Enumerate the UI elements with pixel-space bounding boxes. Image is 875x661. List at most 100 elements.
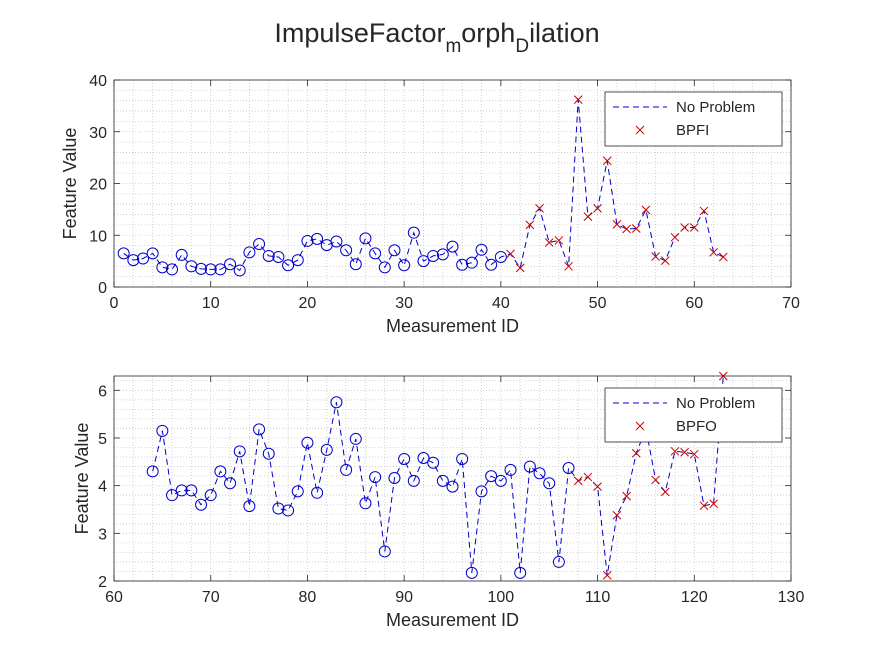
bottom-no-problem-point [195, 498, 208, 511]
bottom-series-group [146, 371, 728, 580]
bottom-x-tick-label: 70 [202, 589, 220, 606]
bottom-x-tick-label: 110 [585, 589, 611, 606]
top-y-tick-label: 40 [89, 73, 107, 90]
bottom-x-tick-label: 100 [488, 589, 515, 606]
bottom-fault-marker-stroke [651, 475, 660, 485]
bottom-legend: No Problem BPFO [604, 387, 783, 443]
top-fault-point [631, 224, 641, 233]
top-fault-point [515, 263, 525, 273]
bottom-no-problem-point [320, 443, 333, 456]
bottom-fault-marker-stroke [583, 472, 593, 482]
top-no-problem-point [369, 247, 382, 260]
top-no-problem-point [465, 256, 478, 269]
bottom-fault-marker-stroke [631, 448, 641, 458]
bottom-fault-point [709, 499, 718, 509]
bottom-no-problem-point [243, 500, 256, 513]
bottom-legend-marker-swatch [635, 421, 645, 431]
bottom-fault-point [622, 491, 631, 501]
top-no-problem-point [349, 258, 362, 271]
top-fault-marker-stroke [718, 252, 728, 262]
top-no-problem-point [398, 259, 411, 272]
title-part-end: ilation [529, 18, 600, 48]
top-fault-point [602, 156, 612, 166]
top-fault-marker-stroke [622, 224, 631, 234]
top-no-problem-point [475, 243, 488, 256]
top-no-problem-point [272, 250, 285, 263]
top-no-problem-point [494, 250, 507, 263]
bottom-no-problem-point [146, 465, 159, 478]
top-no-problem-point [262, 249, 275, 262]
bottom-x-tick-label: 90 [395, 589, 413, 606]
bottom-no-problem-point [185, 484, 198, 497]
top-fault-point [651, 252, 660, 261]
bottom-fault-point [583, 472, 593, 482]
top-fault-point [593, 203, 602, 213]
bottom-no-problem-point [407, 474, 420, 487]
top-fault-marker-stroke [535, 203, 544, 213]
top-fault-marker-stroke [602, 156, 612, 166]
bottom-y-tick-label: 4 [98, 479, 107, 496]
bottom-no-problem-point [456, 452, 469, 465]
top-fault-marker-stroke [544, 238, 554, 247]
bottom-no-problem-point [475, 485, 488, 498]
bottom-no-problem-point [272, 502, 285, 515]
top-series-group [117, 95, 728, 277]
bottom-x-tick-label: 80 [299, 589, 317, 606]
top-no-problem-point [224, 258, 237, 271]
bottom-no-problem-point [398, 452, 411, 465]
top-fault-marker-stroke [641, 205, 651, 215]
top-fault-point [670, 232, 680, 242]
top-subplot: 0 10 20 30 40 50 60 70 0 10 20 30 40 Measurement ID Fe… [60, 73, 800, 336]
bottom-no-problem-point [465, 566, 478, 579]
bottom-no-problem-point [543, 477, 556, 490]
top-y-tick-label: 20 [89, 177, 107, 194]
top-no-problem-point [427, 249, 440, 262]
bottom-y-axis-label: Feature Value [72, 423, 92, 535]
top-y-tick-label: 0 [98, 280, 107, 297]
title-subscript-2: D [515, 36, 529, 57]
title-part-main: ImpulseFactor [274, 18, 445, 48]
bottom-no-problem-point [552, 555, 565, 568]
top-fault-point [660, 256, 670, 265]
bottom-no-problem-point [330, 396, 343, 409]
top-fault-point [718, 252, 728, 262]
bottom-legend-label: BPFO [676, 418, 717, 435]
top-no-problem-point [311, 232, 324, 245]
top-no-problem-point [156, 261, 169, 274]
top-no-problem-point [243, 246, 256, 259]
bottom-no-problem-point [349, 432, 362, 445]
bottom-no-problem-point [301, 436, 314, 449]
bottom-fault-marker-stroke [573, 476, 583, 486]
bottom-fault-marker-stroke [593, 482, 602, 491]
top-no-problem-point [214, 263, 227, 276]
top-fault-marker-stroke [593, 203, 602, 213]
top-no-problem-point [253, 238, 266, 251]
top-no-problem-point [359, 232, 372, 245]
bottom-fault-marker-stroke [689, 449, 699, 459]
bottom-fault-marker-stroke [660, 487, 670, 497]
title-part-mid: orph [461, 18, 515, 48]
bottom-no-problem-point [175, 484, 188, 497]
top-x-tick-label: 70 [782, 295, 800, 312]
bottom-fault-point [689, 449, 699, 459]
top-fault-point [573, 95, 583, 105]
top-no-problem-point [291, 254, 304, 267]
bottom-no-problem-point [533, 467, 546, 480]
bottom-fault-point [593, 482, 602, 491]
top-fault-marker-stroke [709, 247, 718, 257]
bottom-legend-label: No Problem [676, 395, 755, 412]
top-no-problem-point [330, 235, 343, 248]
bottom-no-problem-point [166, 489, 179, 502]
bottom-no-problem-point [562, 462, 575, 475]
top-fault-marker-stroke [612, 220, 622, 229]
top-fault-point [699, 206, 709, 216]
top-fault-marker-stroke [631, 224, 641, 233]
bottom-no-problem-point [378, 545, 391, 558]
top-no-problem-point [137, 252, 150, 265]
top-legend-label: No Problem [676, 99, 755, 116]
top-no-problem-point [436, 248, 449, 261]
top-y-axis-label: Feature Value [60, 128, 80, 240]
top-fault-point [583, 212, 593, 221]
bottom-fault-point [660, 487, 670, 497]
top-fault-point [709, 247, 718, 257]
